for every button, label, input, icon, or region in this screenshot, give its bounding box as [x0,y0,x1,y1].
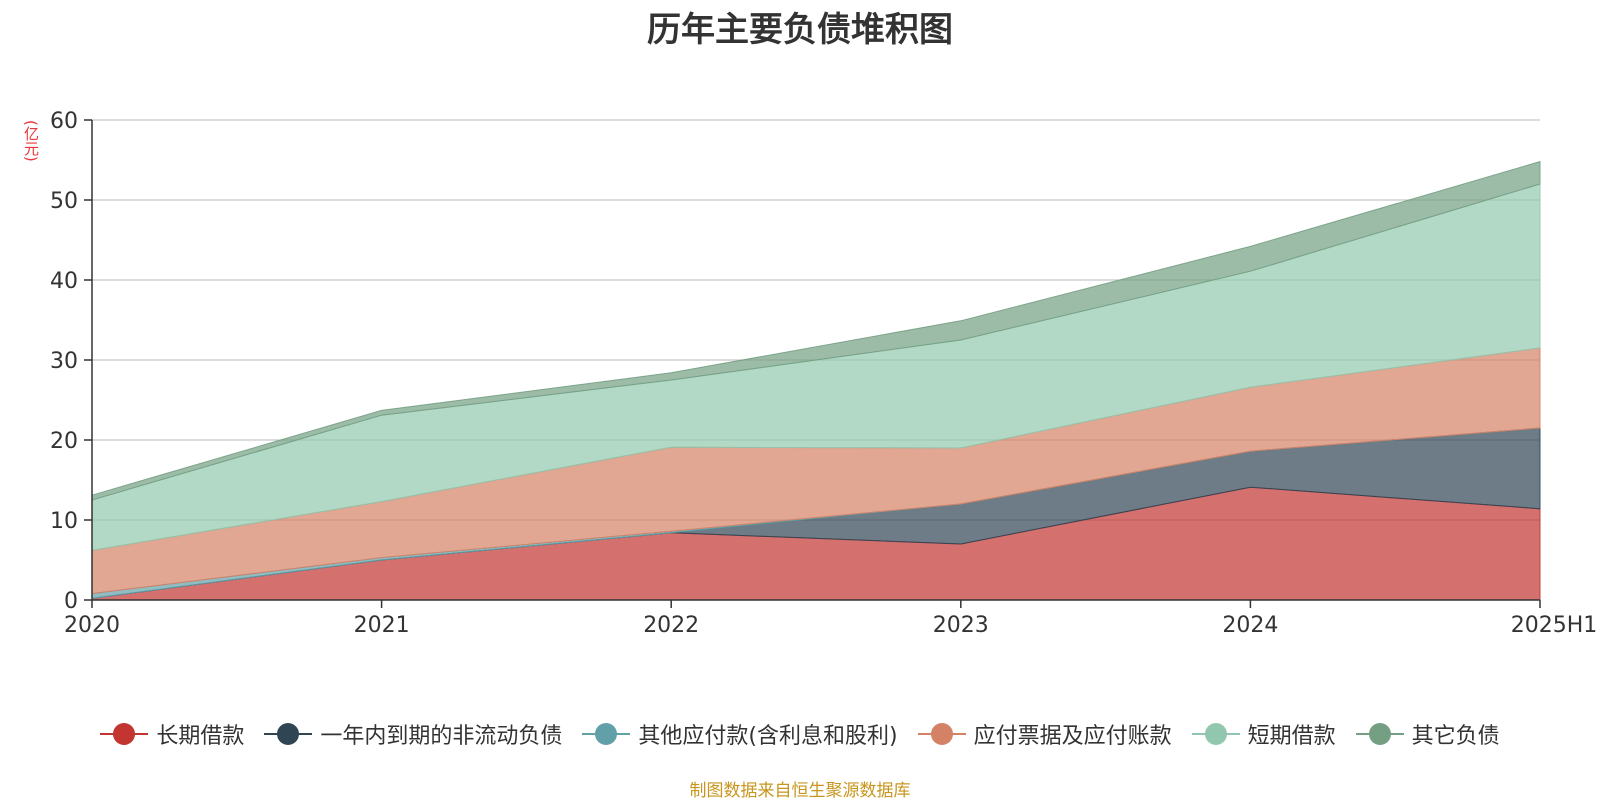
legend-label: 应付票据及应付账款 [974,718,1172,750]
x-tick-label: 2023 [933,613,989,638]
legend-label: 其他应付款(含利息和股利) [638,718,897,750]
legend-item-1[interactable]: 一年内到期的非流动负债 [264,718,562,750]
legend-item-2[interactable]: 其他应付款(含利息和股利) [582,718,897,750]
y-tick-label: 50 [50,189,78,214]
legend-marker-icon [100,722,148,746]
x-tick-label: 2021 [354,613,410,638]
y-tick-label: 60 [50,109,78,134]
legend-label: 短期借款 [1248,718,1336,750]
source-note: 制图数据来自恒生聚源数据库 [0,776,1600,801]
legend-marker-icon [264,722,312,746]
legend-item-5[interactable]: 其它负债 [1356,718,1500,750]
legend-item-0[interactable]: 长期借款 [100,718,244,750]
legend-marker-icon [1356,722,1404,746]
y-tick-labels: 0 10 20 30 40 50 60 [50,109,92,614]
x-tick-label: 2020 [64,613,120,638]
x-tick-label: 2024 [1222,613,1278,638]
y-tick-label: 30 [50,349,78,374]
legend-label: 一年内到期的非流动负债 [320,718,562,750]
legend-item-3[interactable]: 应付票据及应付账款 [918,718,1172,750]
x-tick-label: 2025H1 [1511,613,1598,638]
y-tick-label: 10 [50,509,78,534]
legend-marker-icon [1192,722,1240,746]
legend-label: 长期借款 [156,718,244,750]
legend-label: 其它负债 [1412,718,1500,750]
legend-item-4[interactable]: 短期借款 [1192,718,1336,750]
x-tick-labels: 2020 2021 2022 2023 2024 2025H1 [64,600,1597,638]
y-tick-label: 20 [50,429,78,454]
legend-marker-icon [918,722,966,746]
y-tick-label: 40 [50,269,78,294]
legend: 长期借款 一年内到期的非流动负债 其他应付款(含利息和股利) 应付票据及应付账款 短期借… [0,718,1600,750]
stacked-area-chart: 0 10 20 30 40 50 60 2020 2021 2022 2023 2024 2025H1 [0,0,1600,700]
legend-marker-icon [582,722,630,746]
x-tick-label: 2022 [643,613,699,638]
area-series [92,162,1540,600]
y-tick-label: 0 [64,589,78,614]
